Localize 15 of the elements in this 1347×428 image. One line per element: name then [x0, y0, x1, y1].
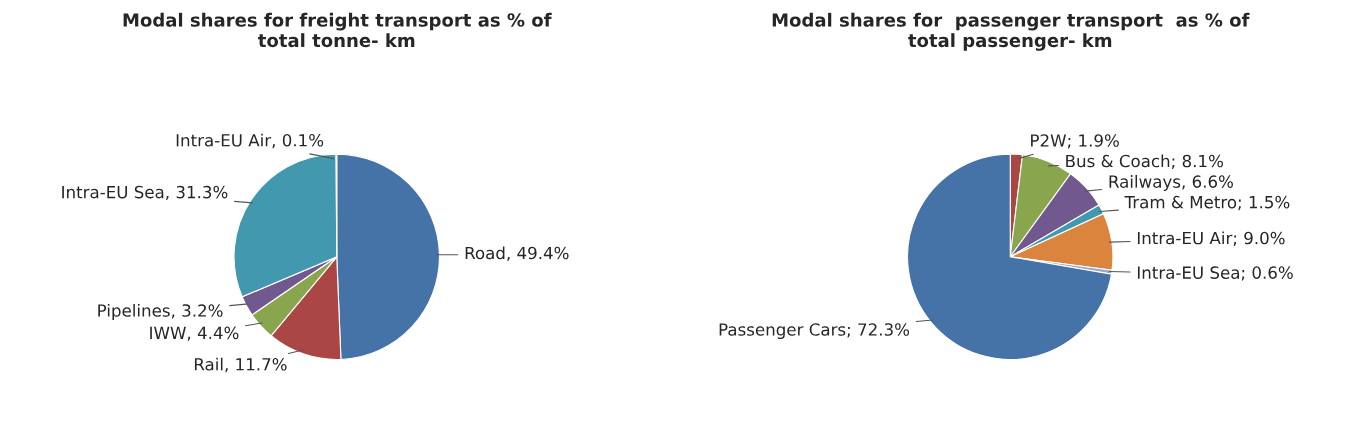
- slice-label: Rail, 11.7%: [194, 357, 287, 373]
- slice-label: Tram & Metro; 1.5%: [1124, 195, 1290, 211]
- slice-label: Pipelines, 3.2%: [98, 303, 223, 321]
- slice-label: IWW, 4.4%: [150, 326, 239, 341]
- slice-label: Intra-EU Air; 9.0%: [1137, 231, 1285, 247]
- slice-label: Passenger Cars; 72.3%: [719, 323, 910, 340]
- slice-label: Intra-EU Sea; 0.6%: [1137, 266, 1293, 281]
- chart-title: Modal shares for passenger transport as % of total passenger- km: [772, 12, 1250, 51]
- slice-label: Intra-EU Sea, 31.3%: [62, 185, 228, 201]
- slice-label: Railways, 6.6%: [1109, 174, 1233, 192]
- slice-label: P2W; 1.9%: [1031, 134, 1119, 149]
- slice-label: Intra-EU Air, 0.1%: [176, 133, 324, 149]
- slice-label: Bus & Coach; 8.1%: [1066, 154, 1223, 170]
- chart-title: Modal shares for freight transport as % of total tonne- km: [123, 12, 552, 48]
- slice-label: Road, 49.4%: [465, 246, 569, 261]
